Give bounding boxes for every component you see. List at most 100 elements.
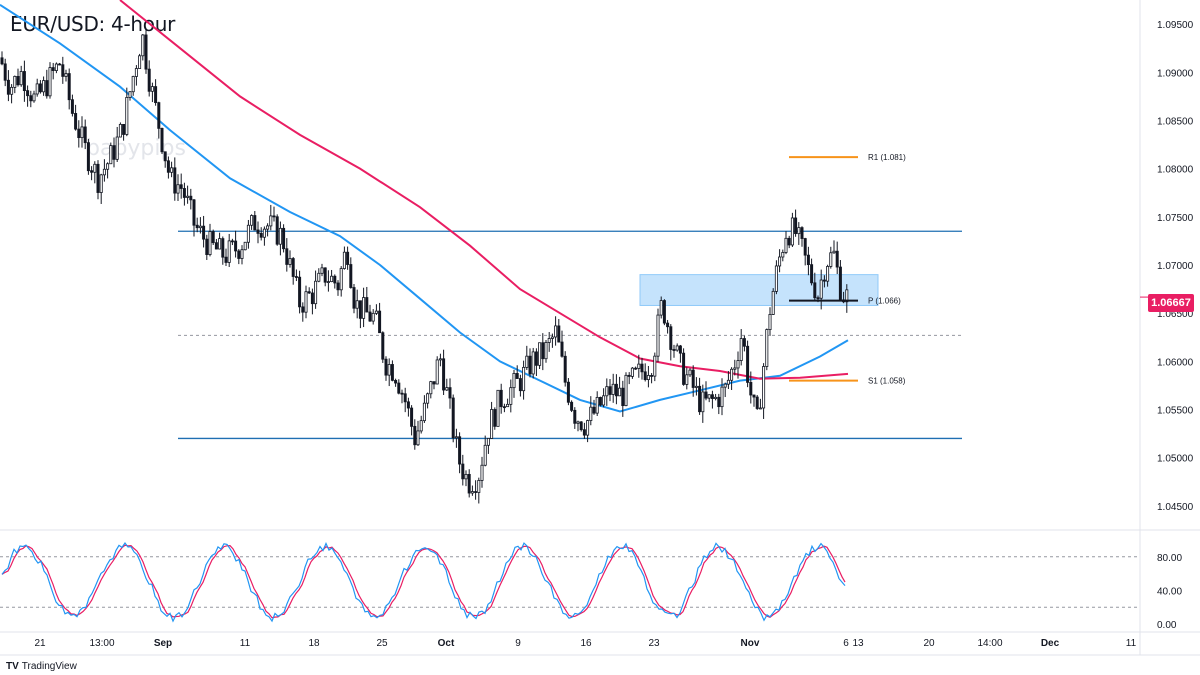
candle-body [755, 396, 759, 409]
candle-body [512, 373, 516, 389]
candle-body [746, 345, 750, 383]
candle-body [806, 254, 810, 266]
candle-body [0, 57, 4, 65]
price-tick-label: 1.08000 [1157, 165, 1194, 176]
candle-body [624, 374, 628, 407]
candle-body [800, 227, 804, 239]
candle-body [86, 142, 90, 172]
candle-body [838, 266, 842, 301]
candle-body [410, 407, 414, 427]
candle-body [781, 252, 785, 258]
candle-body [416, 430, 420, 446]
candle-body [352, 287, 356, 309]
candle-body [694, 385, 698, 388]
candle-body [13, 75, 17, 88]
candle-body [541, 342, 545, 360]
candle-body [256, 229, 260, 234]
candle-body [205, 238, 209, 255]
candle-body [662, 300, 666, 324]
candle-body [442, 358, 446, 391]
time-tick-label: 9 [515, 638, 521, 649]
candle-body [614, 383, 618, 397]
time-tick-label: 11 [1126, 638, 1137, 649]
candle-body [355, 300, 359, 309]
candle-body [346, 251, 350, 265]
candle-body [525, 355, 529, 368]
candle-body [822, 279, 826, 282]
moving-averages [0, 0, 849, 413]
candle-body [762, 366, 766, 409]
candle-body [3, 63, 7, 81]
candle-body [714, 396, 718, 399]
candle-body [160, 127, 164, 153]
time-tick-label: 18 [308, 638, 320, 649]
candle-body [422, 402, 426, 422]
candle-body [218, 238, 222, 250]
levels-layer [178, 230, 962, 440]
tradingview-name: TradingView [21, 661, 77, 672]
candle-body [378, 310, 382, 334]
candle-body [314, 280, 318, 305]
candle-body [490, 409, 494, 439]
chart-title: EUR/USD: 4-hour [10, 12, 175, 36]
candle-body [32, 93, 36, 102]
price-tick-label: 1.09500 [1157, 20, 1194, 31]
candle-body [554, 325, 558, 338]
candle-body [730, 368, 734, 381]
candle-body [563, 355, 567, 383]
candle-body [573, 409, 577, 424]
candle-body [10, 86, 14, 95]
time-tick-label: 23 [648, 638, 660, 649]
candle-body [381, 332, 385, 360]
price-tick-label: 1.06500 [1157, 309, 1194, 320]
candle-body [637, 363, 641, 369]
candle-body [179, 184, 183, 189]
candle-body [790, 217, 794, 246]
tradingview-brand[interactable]: TV TradingView [6, 661, 77, 672]
candle-body [394, 379, 398, 384]
candle-body [477, 480, 481, 493]
candle-body [515, 373, 519, 379]
stochastic-tick-label: 40.00 [1157, 586, 1182, 597]
candle-body [666, 322, 670, 328]
candle-body [598, 396, 602, 406]
candle-body [502, 406, 506, 409]
candle-body [621, 387, 625, 407]
candle-body [323, 267, 327, 283]
candle-body [141, 34, 145, 57]
price-tick-label: 1.06000 [1157, 357, 1194, 368]
current-price-badge: 1.06667 [1148, 294, 1194, 312]
candle-body [131, 76, 135, 93]
candle-body [784, 237, 788, 253]
time-axis: 21 13:00 Sep 11 18 25 Oct 9 16 23 Nov 6 13 20 14:00 Dec… [34, 638, 1136, 649]
candle-body [70, 99, 74, 114]
candle-body [326, 281, 330, 283]
candle-body [54, 63, 58, 71]
candle-body [243, 241, 247, 251]
candle-body [518, 378, 522, 392]
candle-body [6, 79, 10, 95]
candle-body [83, 126, 87, 144]
candle-body [486, 438, 490, 446]
candle-body [400, 392, 404, 395]
candle-body [707, 394, 711, 399]
100-sma-line [0, 3, 849, 413]
candle-body [438, 358, 442, 361]
time-tick-label: Dec [1041, 638, 1060, 649]
candle-body [461, 463, 465, 480]
candle-body [61, 64, 65, 77]
price-tick-label: 1.05000 [1157, 454, 1194, 465]
candle-body [586, 420, 590, 436]
candle-body [230, 240, 234, 243]
candle-body [448, 387, 452, 399]
candle-body [765, 329, 769, 367]
price-axis: 1.09500 1.09000 1.08500 1.08000 1.07500 1.070… [1157, 20, 1194, 513]
candle-body [26, 90, 30, 97]
candle-body [38, 83, 42, 93]
candle-body [67, 73, 71, 101]
candle-body [250, 215, 254, 226]
candle-body [227, 240, 231, 263]
pivot-label: S1 (1.058) [868, 377, 906, 386]
candle-body [320, 267, 324, 274]
